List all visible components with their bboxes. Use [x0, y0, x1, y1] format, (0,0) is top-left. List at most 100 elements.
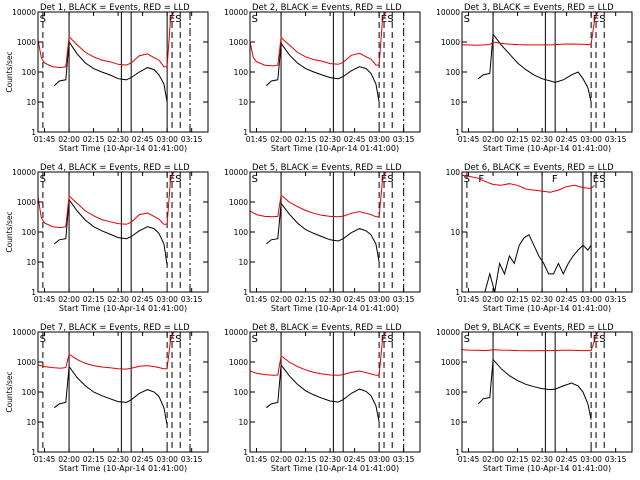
series-line-events: [265, 42, 380, 103]
segment-label: F: [552, 174, 558, 185]
y-tick-label: 1000: [229, 358, 248, 367]
plot-frame: [37, 171, 209, 293]
y-tick-label: 1: [243, 288, 248, 297]
series-line-events: [265, 363, 380, 423]
segment-label: E: [381, 334, 387, 345]
y-tick-label: 100: [234, 228, 249, 237]
x-tick-label: 02:15: [83, 295, 105, 304]
x-tick-label: 02:15: [507, 455, 529, 464]
x-tick-label: 02:45: [556, 135, 578, 144]
x-tick-label: 02:45: [132, 455, 154, 464]
y-axis-label: Counts/sec: [5, 51, 14, 92]
marker-lines: [280, 12, 405, 132]
y-tick-label: 100: [22, 388, 37, 397]
marker-lines: [492, 332, 605, 452]
x-tick-label: 03:15: [605, 135, 627, 144]
x-tick-label: 02:00: [482, 455, 504, 464]
series-line-events: [53, 365, 168, 425]
x-tick-label: 02:00: [58, 455, 80, 464]
y-tick-label: 10: [26, 98, 36, 107]
y-tick-label: 100: [234, 388, 249, 397]
panel-title: Det 5, BLACK = Events, RED = LLD: [252, 163, 402, 173]
y-tick-label: 10: [238, 98, 248, 107]
y-tick-label: 1000: [229, 198, 248, 207]
segment-label: S: [175, 334, 181, 345]
x-tick-label: 02:00: [482, 135, 504, 144]
segment-label: E: [593, 174, 599, 185]
segment-label: S: [599, 174, 605, 185]
x-axis-label: Start Time (10-Apr-14 01:41:00): [271, 144, 399, 153]
series-line-lld: [461, 331, 603, 352]
plot-frame: [37, 331, 209, 453]
x-tick-label: 02:15: [507, 295, 529, 304]
segment-label: E: [593, 334, 599, 345]
segment-label: S: [599, 14, 605, 25]
plot-frame: [461, 171, 633, 293]
x-tick-label: 01:45: [34, 135, 56, 144]
series-line-lld: [37, 11, 179, 69]
segment-label: E: [381, 174, 387, 185]
x-tick-label: 02:00: [270, 455, 292, 464]
y-tick-label: 10: [238, 258, 248, 267]
x-tick-label: 02:45: [132, 295, 154, 304]
y-tick-label: 10000: [224, 8, 248, 17]
segment-label: S: [40, 334, 46, 345]
x-axis-label: Start Time (10-Apr-14 01:41:00): [59, 144, 187, 153]
x-tick-label: 02:15: [83, 455, 105, 464]
series-line-events: [484, 233, 592, 293]
x-tick-label: 02:15: [295, 135, 317, 144]
segment-label: S: [252, 174, 258, 185]
y-tick-label: 10: [26, 258, 36, 267]
y-tick-label: 10000: [224, 168, 248, 177]
x-tick-label: 03:15: [605, 295, 627, 304]
y-tick-label: 10000: [12, 168, 36, 177]
y-tick-label: 1: [455, 448, 460, 457]
series-line-events: [265, 202, 380, 263]
plot-frame: [249, 171, 421, 293]
series-line-events: [53, 40, 168, 103]
x-tick-label: 03:00: [156, 135, 178, 144]
marker-lines: [42, 12, 191, 132]
x-axis-label: Start Time (10-Apr-14 01:41:00): [483, 464, 611, 473]
y-tick-label: 10: [238, 418, 248, 427]
marker-lines: [466, 172, 605, 292]
x-tick-label: 01:45: [246, 295, 268, 304]
panel-title: Det 8, BLACK = Events, RED = LLD: [252, 323, 402, 333]
series-line-lld: [462, 11, 603, 46]
y-tick-label: 10: [450, 228, 460, 237]
x-tick-label: 02:30: [319, 295, 341, 304]
segment-label: S: [40, 174, 46, 185]
x-tick-label: 03:00: [368, 295, 390, 304]
x-axis-label: Start Time (10-Apr-14 01:41:00): [483, 144, 611, 153]
segment-label: E: [381, 14, 387, 25]
segment-label: S: [252, 14, 258, 25]
y-tick-label: 1000: [229, 38, 248, 47]
x-tick-label: 03:15: [181, 455, 203, 464]
x-tick-label: 03:15: [181, 295, 203, 304]
segment-label: S: [387, 334, 393, 345]
x-tick-label: 02:45: [344, 455, 366, 464]
x-tick-label: 01:45: [34, 295, 56, 304]
marker-lines: [42, 172, 191, 292]
y-tick-label: 1000: [441, 38, 460, 47]
series-line-events: [477, 32, 592, 103]
marker-lines: [280, 332, 405, 452]
x-tick-label: 03:00: [580, 455, 602, 464]
x-tick-label: 03:15: [605, 455, 627, 464]
series-line-lld: [37, 171, 179, 229]
y-tick-label: 1: [243, 128, 248, 137]
panel-title: Det 9, BLACK = Events, RED = LLD: [464, 323, 614, 333]
segment-label: E: [169, 334, 175, 345]
y-tick-label: 10: [26, 418, 36, 427]
y-tick-label: 100: [446, 68, 461, 77]
segment-label: S: [464, 334, 470, 345]
x-tick-label: 02:00: [482, 295, 504, 304]
series-line-lld: [249, 331, 391, 376]
y-tick-label: 1000: [441, 358, 460, 367]
panel-title: Det 1, BLACK = Events, RED = LLD: [40, 3, 190, 13]
